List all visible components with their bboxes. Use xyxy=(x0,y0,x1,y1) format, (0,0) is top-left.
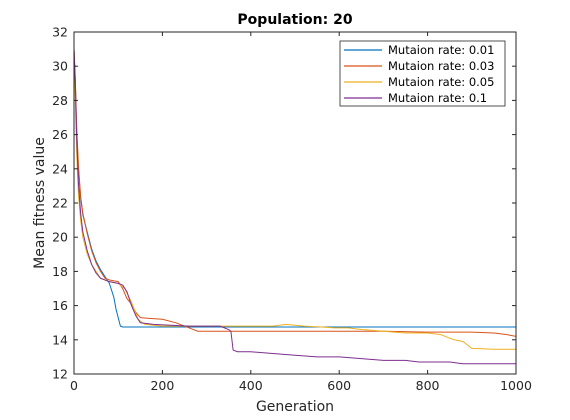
y-tick-label: 24 xyxy=(52,161,68,176)
legend-label: Mutaion rate: 0.03 xyxy=(388,59,494,73)
legend-label: Mutaion rate: 0.05 xyxy=(388,75,494,89)
x-tick-label: 200 xyxy=(150,378,174,393)
legend: Mutaion rate: 0.01 Mutaion rate: 0.03 Muta… xyxy=(339,40,506,107)
legend-label: Mutaion rate: 0.1 xyxy=(388,91,487,105)
series-layer xyxy=(73,49,517,365)
x-tick-label: 0 xyxy=(70,378,78,393)
y-tick-label: 18 xyxy=(52,264,68,279)
y-tick-label: 16 xyxy=(52,298,68,313)
x-axis-title: Generation xyxy=(256,399,334,415)
y-tick-label: 14 xyxy=(52,332,68,347)
y-tick-label: 30 xyxy=(52,59,68,74)
y-tick-label: 12 xyxy=(52,367,68,382)
y-tick-label: 22 xyxy=(52,196,68,211)
y-tick-label: 32 xyxy=(52,25,68,40)
x-tick-label: 600 xyxy=(327,378,351,393)
x-tick-label: 800 xyxy=(416,378,440,393)
y-axis-title: Mean fitness value xyxy=(32,137,48,269)
y-tick-label: 26 xyxy=(52,127,68,142)
legend-label: Mutaion rate: 0.01 xyxy=(388,43,494,57)
series-line-4 xyxy=(73,49,516,365)
legend-box xyxy=(339,40,506,107)
chart-title: Population: 20 xyxy=(237,12,352,28)
x-tick-label: 400 xyxy=(239,378,263,393)
y-tick-label: 20 xyxy=(52,230,68,245)
x-tick-label: 1000 xyxy=(500,378,532,393)
ticks-layer: 0 200 400 600 800 1000 12 14 16 18 20 22 24 26 28 30 32 xyxy=(52,25,532,394)
y-tick-label: 28 xyxy=(52,93,68,108)
